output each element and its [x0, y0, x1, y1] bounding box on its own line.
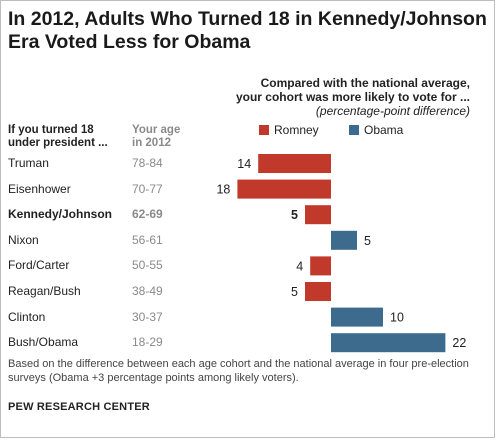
bar-value-label: 10	[390, 311, 404, 325]
romney-bar	[258, 154, 331, 173]
row-era-label: Eisenhower	[8, 181, 71, 196]
bar-value-label: 4	[296, 259, 303, 273]
title-line-2: Era Voted Less for Obama	[8, 31, 251, 53]
title-line-1: In 2012, Adults Who Turned 18 in Kennedy…	[8, 8, 487, 30]
bar-value-label: 5	[291, 285, 298, 299]
romney-bar	[305, 205, 331, 225]
legend-obama-label: Obama	[364, 123, 404, 137]
romney-bar	[237, 179, 331, 199]
bar-value-label: 14	[237, 157, 251, 171]
row-era-label: Kennedy/Johnson	[8, 207, 113, 222]
subhead-line-3: (percentage-point difference)	[315, 104, 470, 118]
source-credit: PEW RESEARCH CENTER	[8, 401, 150, 413]
era-column-header: If you turned 18 under president ...	[8, 124, 108, 150]
row-era-label: Reagan/Bush	[8, 284, 81, 298]
bar-value-label: 18	[216, 183, 230, 197]
row-age-label: 56-61	[132, 232, 163, 247]
obama-bar	[331, 307, 383, 327]
bar-value-label: 5	[364, 234, 371, 248]
row-age-label: 78-84	[132, 156, 163, 170]
era-column-header-line-1: If you turned 18	[8, 124, 94, 136]
row-age-label: 18-29	[132, 335, 163, 350]
row-age-label: 62-69	[132, 207, 163, 222]
legend-romney-swatch	[259, 125, 269, 135]
row-age-label: 50-55	[132, 258, 163, 273]
legend-obama: Obama	[349, 124, 403, 137]
age-column-header-line-1: Your age	[132, 124, 181, 136]
subhead-line-2: your cohort was more likely to vote for …	[235, 90, 470, 104]
row-era-label: Truman	[8, 156, 49, 170]
legend-romney: Romney	[259, 124, 319, 137]
obama-bar	[331, 230, 357, 250]
footnote: Based on the difference between each age…	[8, 358, 469, 384]
row-age-label: 70-77	[132, 181, 163, 196]
bar-value-label: 22	[452, 336, 466, 350]
subhead-line-1: Compared with the national average,	[260, 76, 470, 90]
era-column-header-line-2: under president ...	[8, 137, 108, 149]
legend-obama-swatch	[349, 125, 359, 135]
legend-romney-label: Romney	[274, 123, 319, 137]
chart-title: In 2012, Adults Who Turned 18 in Kennedy…	[8, 8, 488, 54]
age-column-header-line-2: in 2012	[132, 137, 171, 149]
bar-value-label: 5	[291, 208, 298, 222]
row-era-label: Clinton	[8, 309, 46, 324]
age-column-header: Your age in 2012	[132, 124, 180, 150]
romney-bar	[310, 256, 331, 276]
row-age-label: 30-37	[132, 309, 163, 324]
obama-bar	[331, 333, 446, 353]
row-era-label: Bush/Obama	[8, 335, 79, 350]
row-era-label: Nixon	[8, 232, 39, 247]
row-age-label: 38-49	[132, 284, 163, 298]
romney-bar	[305, 282, 331, 301]
row-era-label: Ford/Carter	[8, 258, 70, 273]
